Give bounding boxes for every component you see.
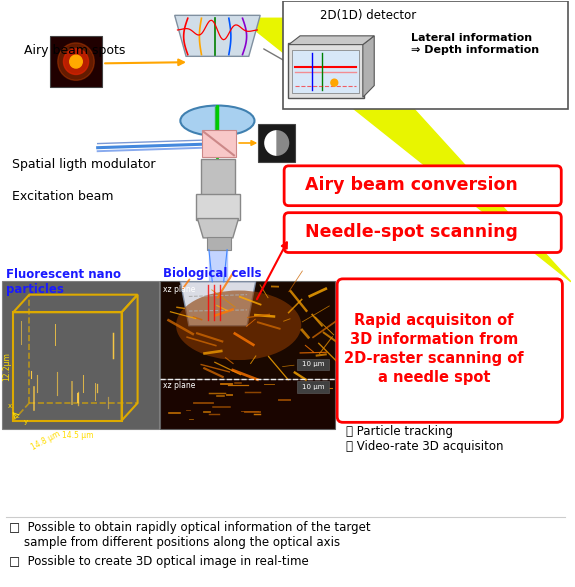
Text: 14.5 μm: 14.5 μm [62, 431, 94, 440]
FancyBboxPatch shape [201, 159, 235, 196]
Text: xz plane: xz plane [163, 381, 196, 390]
Text: Airy beam spots: Airy beam spots [24, 44, 125, 57]
FancyBboxPatch shape [284, 166, 561, 205]
Text: 2D(1D) detector: 2D(1D) detector [320, 9, 416, 22]
Text: xz plane: xz plane [163, 285, 196, 294]
Text: 10 μm: 10 μm [302, 362, 324, 367]
FancyBboxPatch shape [196, 194, 240, 220]
Polygon shape [175, 15, 260, 56]
Text: 10 μm: 10 μm [302, 384, 324, 390]
Polygon shape [197, 218, 239, 238]
Text: ・ Video-rate 3D acquisiton: ・ Video-rate 3D acquisiton [346, 440, 503, 453]
Text: □  Possible to obtain rapidly optical information of the target
    sample from : □ Possible to obtain rapidly optical inf… [9, 521, 371, 549]
Ellipse shape [176, 291, 301, 360]
Text: x: x [7, 403, 12, 409]
Polygon shape [289, 36, 374, 45]
Circle shape [63, 49, 89, 75]
Text: 12.2μm: 12.2μm [2, 352, 11, 381]
FancyBboxPatch shape [297, 359, 329, 370]
FancyBboxPatch shape [288, 43, 364, 99]
Polygon shape [181, 282, 256, 326]
Ellipse shape [181, 106, 255, 136]
Polygon shape [363, 36, 374, 97]
FancyBboxPatch shape [2, 281, 159, 429]
Text: Needle-spot scanning: Needle-spot scanning [305, 223, 518, 241]
Text: Airy beam conversion: Airy beam conversion [305, 176, 518, 194]
Text: z: z [16, 413, 20, 419]
FancyBboxPatch shape [160, 281, 335, 379]
Text: Fluorescent nano
particles: Fluorescent nano particles [6, 268, 121, 296]
Text: Excitation beam: Excitation beam [12, 190, 114, 203]
Circle shape [58, 43, 94, 80]
FancyBboxPatch shape [337, 279, 562, 422]
Circle shape [331, 79, 338, 86]
FancyBboxPatch shape [160, 379, 335, 429]
Text: Biological cells: Biological cells [163, 266, 262, 279]
FancyBboxPatch shape [51, 36, 102, 87]
Wedge shape [277, 130, 289, 156]
Text: 14.8 μm: 14.8 μm [29, 429, 62, 452]
FancyBboxPatch shape [284, 212, 561, 252]
Circle shape [70, 55, 82, 68]
Wedge shape [264, 130, 277, 156]
FancyBboxPatch shape [283, 1, 568, 109]
FancyBboxPatch shape [206, 237, 231, 250]
Text: Spatial ligth modulator: Spatial ligth modulator [12, 158, 156, 171]
FancyBboxPatch shape [292, 50, 359, 93]
Text: y: y [24, 419, 28, 425]
Text: ・ Particle tracking: ・ Particle tracking [346, 424, 453, 438]
Polygon shape [240, 18, 571, 282]
Text: □  Possible to create 3D optical image in real-time: □ Possible to create 3D optical image in… [9, 555, 309, 568]
FancyBboxPatch shape [297, 382, 329, 393]
FancyBboxPatch shape [202, 130, 236, 157]
Text: Rapid acquisiton of
3D information from
2D-raster scanning of
a needle spot: Rapid acquisiton of 3D information from … [344, 313, 524, 386]
Text: Lateral information
⇒ Depth information: Lateral information ⇒ Depth information [411, 33, 539, 55]
FancyBboxPatch shape [259, 124, 295, 162]
